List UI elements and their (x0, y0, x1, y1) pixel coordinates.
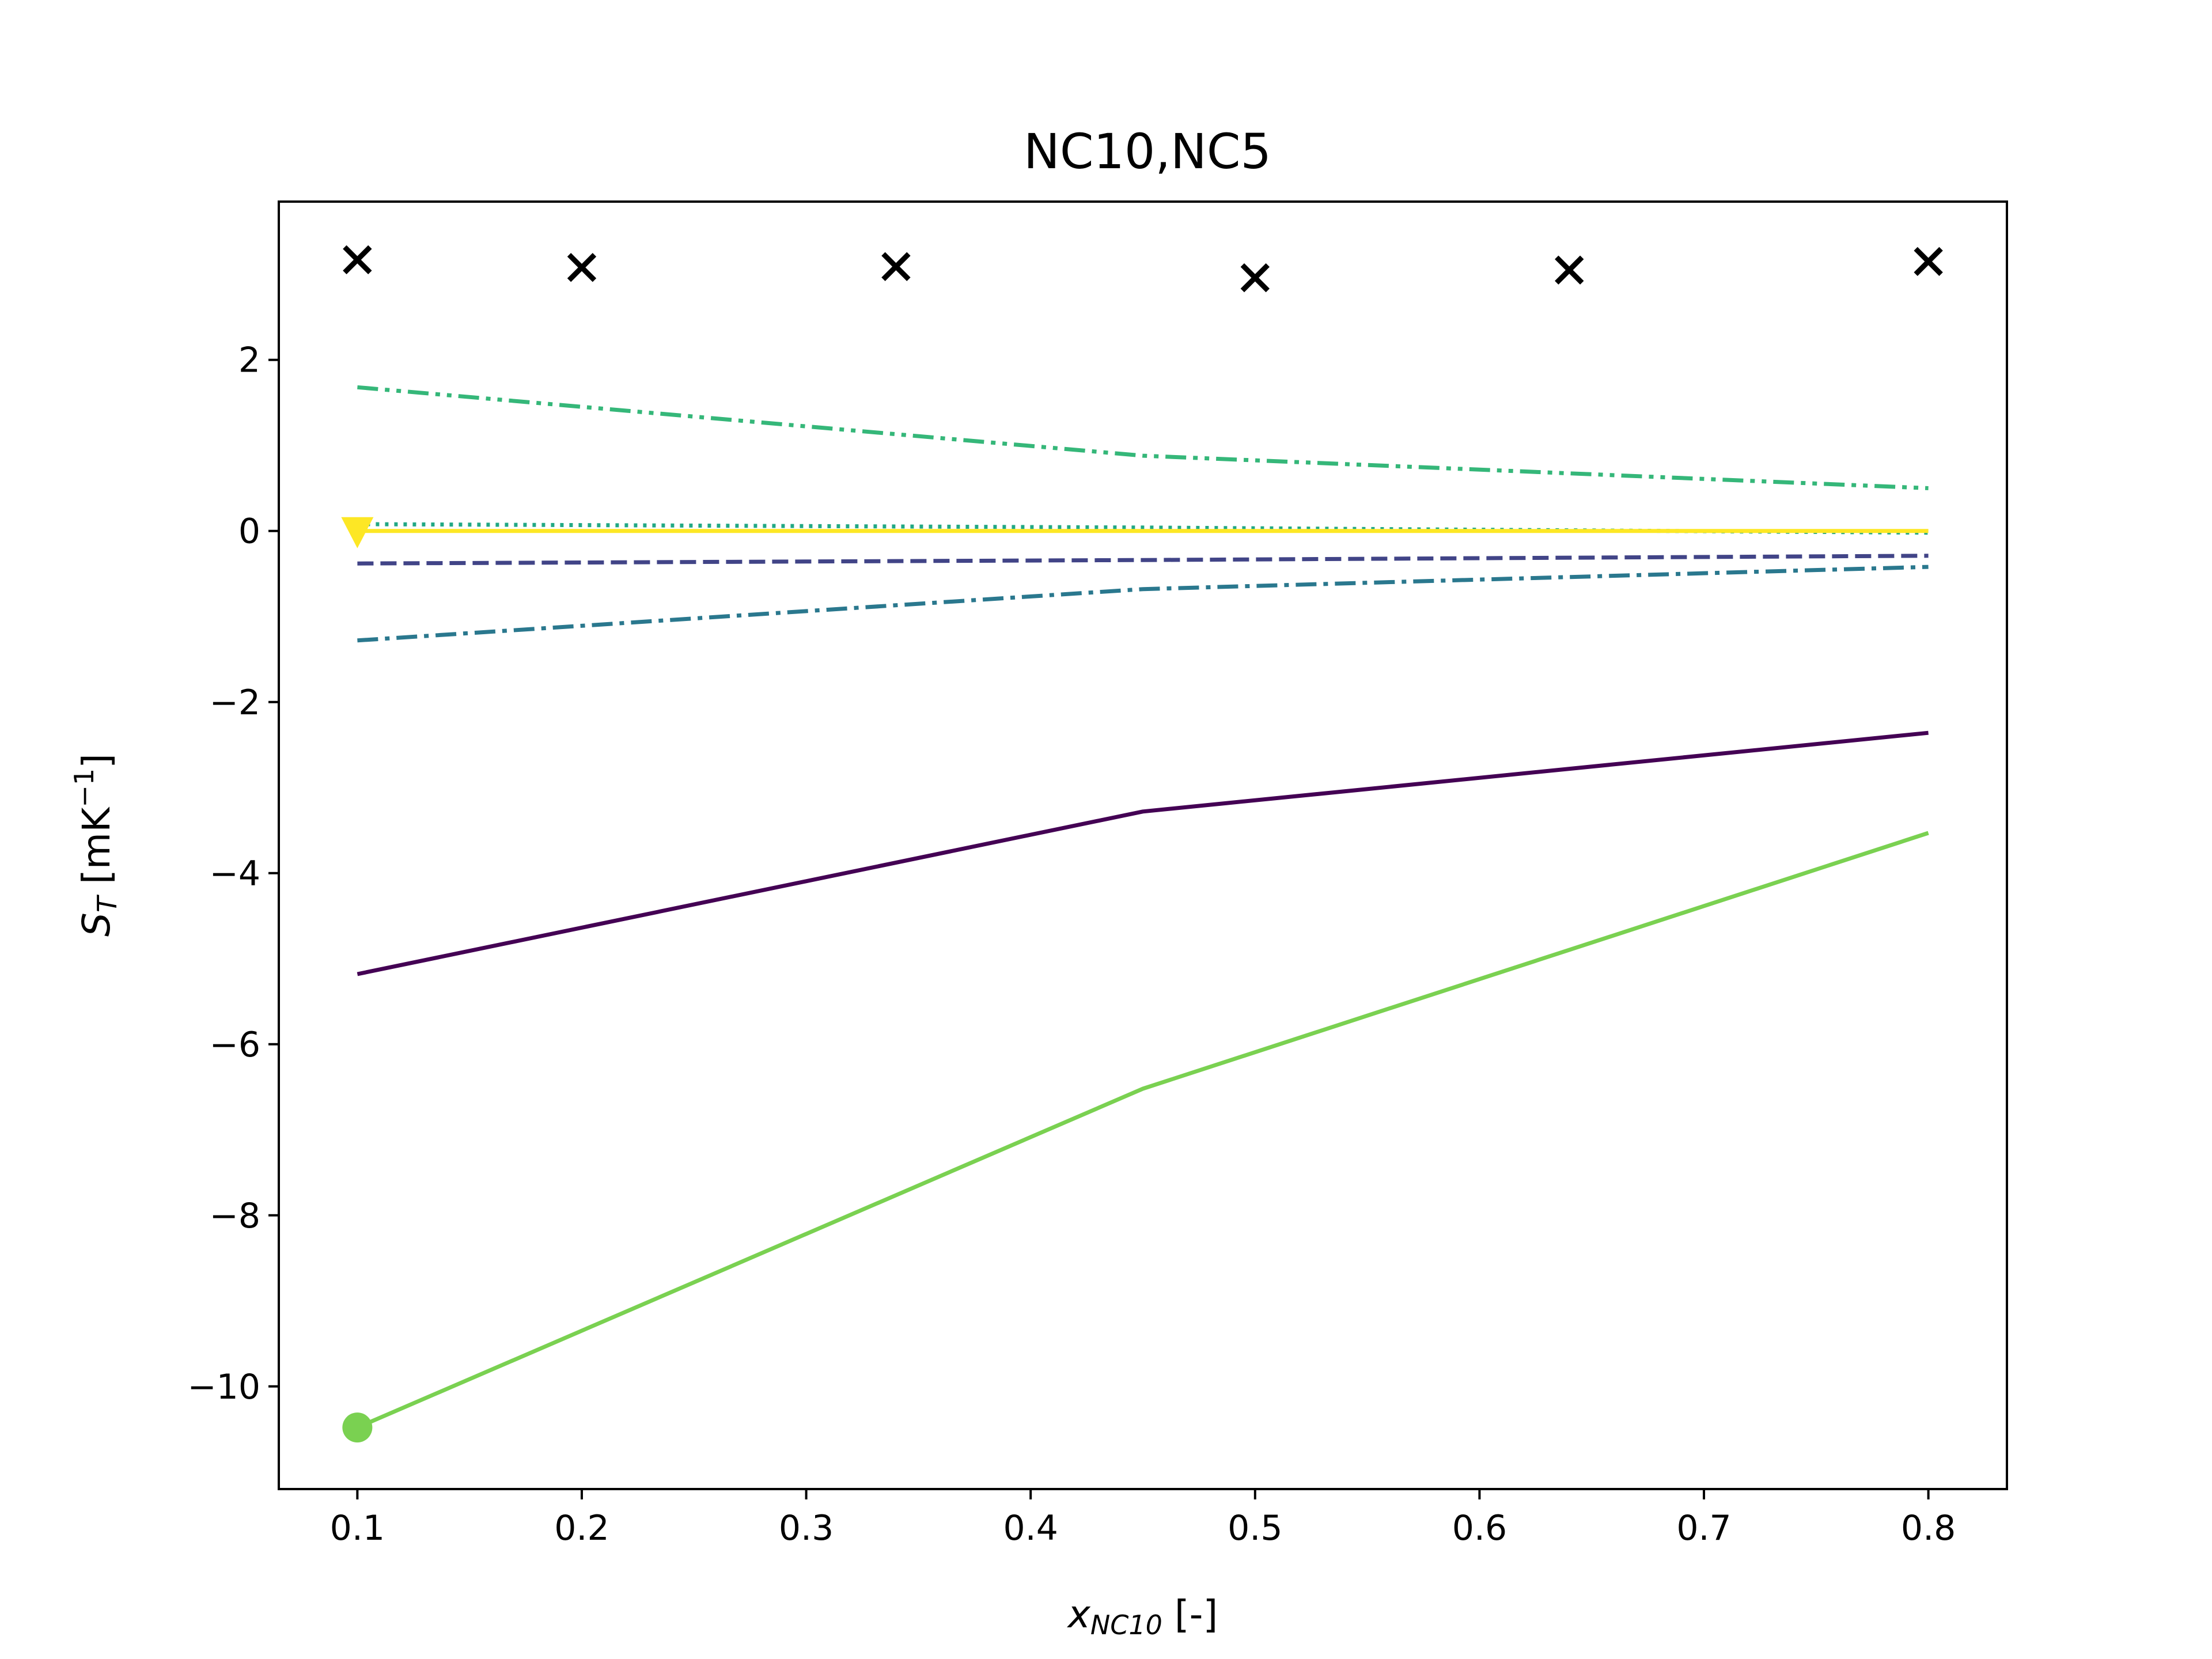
x-tick-label: 0.6 (1452, 1508, 1507, 1548)
x-tick-label: 0.2 (554, 1508, 609, 1548)
y-tick-label: −4 (210, 854, 260, 894)
chart-title: NC10,NC5 (1024, 123, 1271, 180)
series-line-3 (357, 565, 1929, 643)
x-tick-label: 0.4 (1003, 1508, 1058, 1548)
y-tick-label: 2 (238, 340, 260, 381)
x-axis-label-main: x (1067, 1592, 1091, 1637)
y-axis-label-superscript: −1 (69, 768, 100, 808)
series-6-marker (342, 1412, 373, 1443)
series-line-6 (357, 831, 1929, 1430)
data-point-x-marker (1555, 255, 1584, 285)
x-axis-label: xNC10 [-] (1067, 1592, 1218, 1641)
plot-area (341, 245, 1943, 1443)
x-tick-label: 0.5 (1228, 1508, 1282, 1548)
data-point-x-marker (1240, 263, 1270, 293)
axes-frame (278, 200, 2008, 1490)
y-axis-label-close: ] (74, 753, 119, 768)
y-axis-label-subscript: T (92, 894, 123, 912)
x-tick-label: 0.7 (1676, 1508, 1731, 1548)
y-axis: −10 −8 −6 −4 −2 0 2 (187, 340, 279, 1407)
series-line-1 (357, 730, 1929, 976)
x-tick-label: 0.1 (330, 1508, 385, 1548)
y-tick-label: −6 (210, 1025, 260, 1065)
x-tick-label: 0.8 (1901, 1508, 1956, 1548)
y-tick-label: −10 (187, 1367, 260, 1407)
x-axis-label-units: [-] (1162, 1592, 1218, 1637)
series-line-2 (357, 554, 1929, 566)
x-tick-label: 0.3 (779, 1508, 834, 1548)
data-point-x-marker (1914, 247, 1943, 276)
x-axis-label-subscript: NC10 (1090, 1609, 1162, 1641)
y-tick-label: −2 (210, 683, 260, 723)
data-point-x-marker (881, 252, 911, 282)
data-point-x-marker (567, 253, 597, 282)
y-tick-label: 0 (238, 512, 260, 552)
series-7-marker (341, 517, 374, 548)
data-point-x-marker (343, 245, 372, 275)
x-axis: 0.1 0.2 0.3 0.4 0.5 0.6 0.7 0.8 (330, 1489, 1956, 1548)
y-axis-label-main: S (74, 912, 119, 937)
y-axis-label-units: [mK (74, 806, 119, 896)
y-tick-label: −8 (210, 1196, 260, 1236)
series-line-5 (357, 385, 1929, 490)
y-axis-label: ST [mK−1] (69, 753, 123, 937)
